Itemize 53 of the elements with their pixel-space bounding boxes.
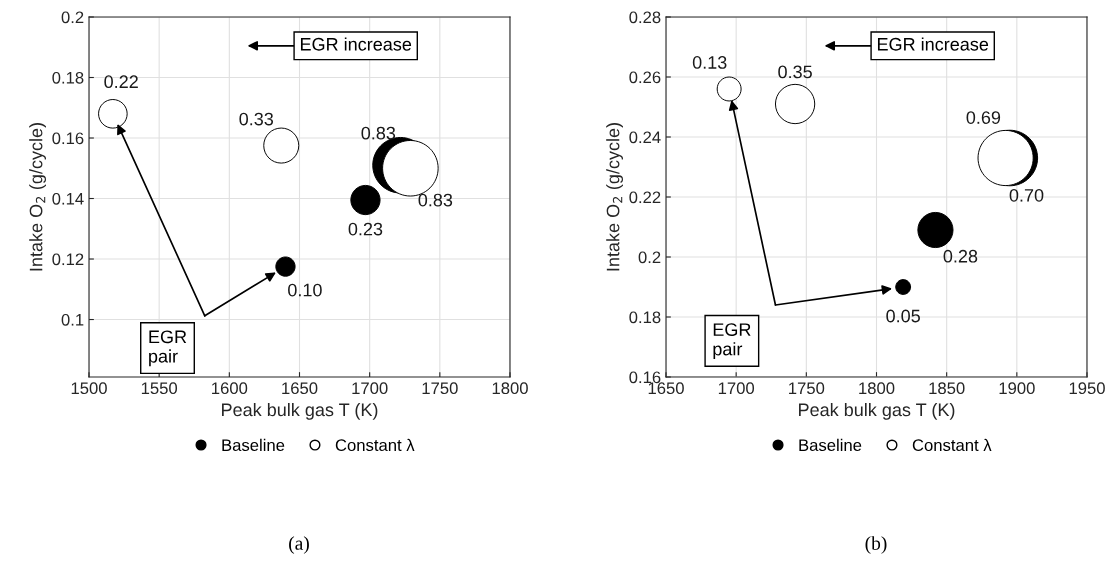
annotation: EGR pair <box>713 323 751 359</box>
annotation: EGR increase <box>877 37 989 51</box>
legend-label: Constant λ <box>335 438 415 452</box>
x-tick-label: 1600 <box>212 382 248 395</box>
data-label: 0.83 <box>418 193 453 207</box>
data-label: 0.69 <box>966 111 1001 124</box>
y-tick-label: 0.16 <box>629 371 661 384</box>
x-tick-label: 1800 <box>859 382 895 395</box>
x-tick-label: 1550 <box>141 382 178 395</box>
x-tick-label: 1750 <box>422 382 458 395</box>
y-tick-label: 0.14 <box>52 192 84 205</box>
x-tick-label: 1750 <box>789 382 825 395</box>
y-tick-label: 0.24 <box>629 131 661 144</box>
data-label: 0.33 <box>239 112 274 126</box>
data-label: 0.13 <box>692 56 727 69</box>
x-axis-title: Peak bulk gas T (K) <box>799 402 955 420</box>
x-tick-label: 1700 <box>352 382 388 395</box>
data-label: 0.28 <box>943 249 978 263</box>
x-tick-label: 1900 <box>999 382 1035 395</box>
legend-label: Baseline <box>222 438 285 452</box>
y-tick-label: 0.2 <box>61 11 84 24</box>
x-tick-label: 1950 <box>1069 382 1105 395</box>
y-tick-label: 0.18 <box>52 71 84 84</box>
data-label: 0.70 <box>1009 188 1044 202</box>
data-label: 0.05 <box>886 309 920 323</box>
x-tick-label: 1650 <box>648 382 684 395</box>
annotation: EGR increase <box>300 37 412 51</box>
x-tick-label: 1500 <box>71 382 107 395</box>
y-axis-title: Intake O$_{2}$ (g/cycle) <box>29 123 47 271</box>
y-tick-label: 0.18 <box>629 311 661 324</box>
y-tick-label: 0.28 <box>629 11 661 24</box>
x-tick-label: 1650 <box>282 382 318 395</box>
y-tick-label: 0.2 <box>638 251 661 264</box>
legend-label: Baseline <box>799 438 862 452</box>
y-tick-label: 0.22 <box>629 191 661 204</box>
x-tick-label: 1700 <box>718 382 755 395</box>
text: (a) <box>289 536 309 554</box>
data-label: 0.35 <box>778 65 812 79</box>
text: (b) <box>865 536 887 554</box>
data-label: 0.22 <box>104 75 138 89</box>
y-tick-label: 0.26 <box>629 71 661 84</box>
data-label: 0.10 <box>288 283 322 297</box>
x-tick-label: 1800 <box>492 382 528 395</box>
y-tick-label: 0.12 <box>52 253 84 266</box>
y-tick-label: 0.16 <box>52 132 84 145</box>
legend-label: Constant λ <box>912 438 992 452</box>
y-axis-title: Intake O$_{2}$ (g/cycle) <box>606 123 624 271</box>
annotation: EGR pair <box>149 330 187 367</box>
x-tick-label: 1850 <box>929 382 965 395</box>
x-axis-title: Peak bulk gas T (K) <box>222 402 378 420</box>
y-tick-label: 0.1 <box>61 313 84 326</box>
data-label: 0.23 <box>348 222 383 236</box>
data-label: 0.83 <box>361 126 396 140</box>
